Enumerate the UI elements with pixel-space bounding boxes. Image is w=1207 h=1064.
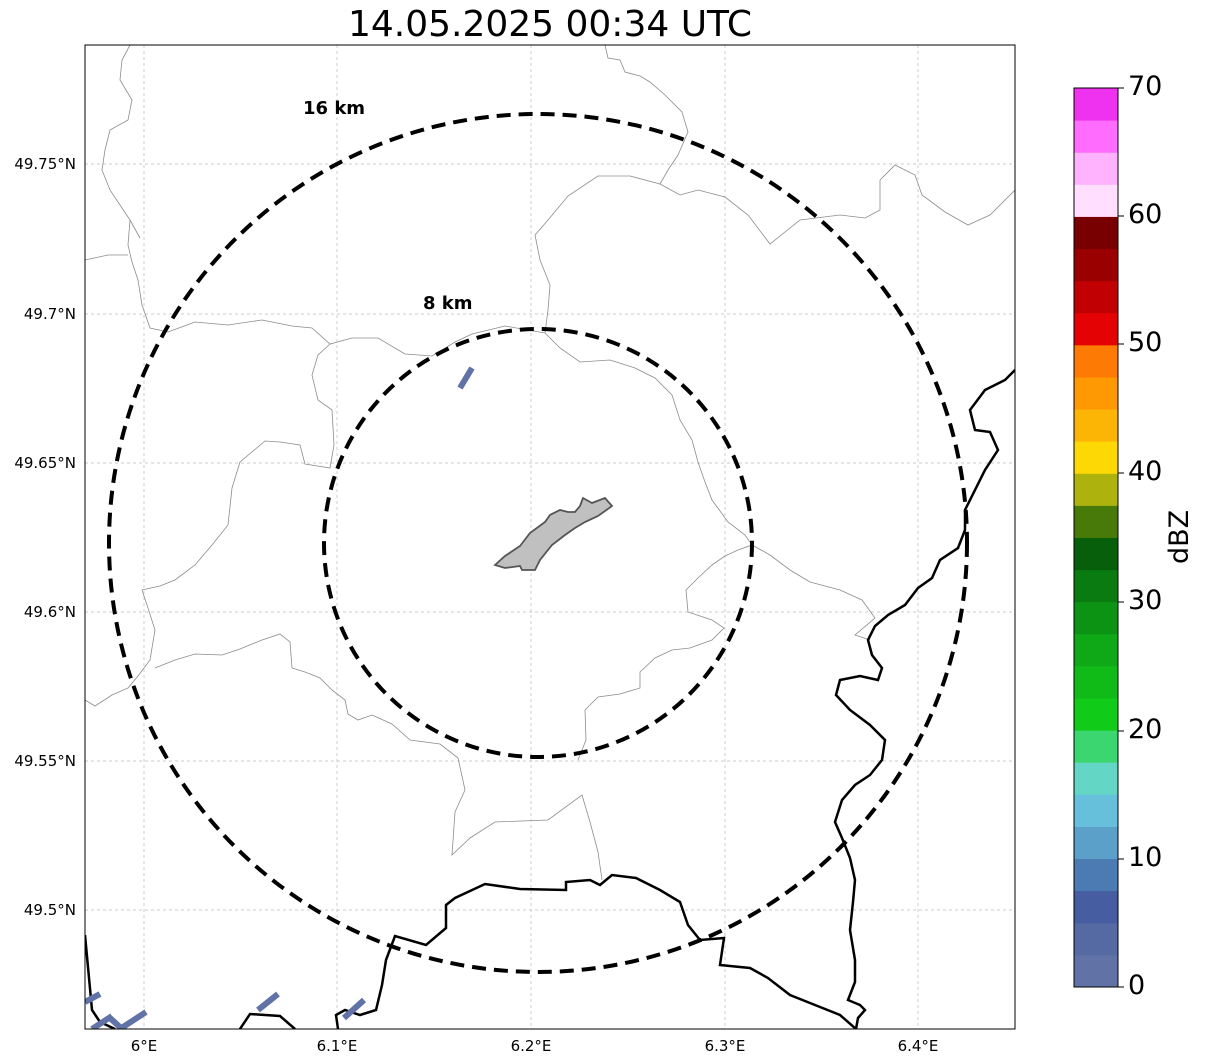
- colorbar-tick-label: 0: [1128, 970, 1146, 1001]
- lon-tick-label: 6.3°E: [704, 1037, 746, 1055]
- colorbar-segment: [1074, 633, 1118, 667]
- lat-tick-label: 49.7°N: [23, 305, 76, 323]
- range-ring-16km-label: 16 km: [303, 98, 366, 119]
- colorbar-segment: [1074, 890, 1118, 924]
- colorbar-tick-label: 60: [1128, 199, 1163, 230]
- colorbar-segment: [1074, 312, 1118, 346]
- colorbar-segment: [1074, 954, 1118, 988]
- colorbar-segment: [1074, 569, 1118, 603]
- echo-speckles: [85, 366, 475, 1029]
- colorbar-segment: [1074, 826, 1118, 860]
- colorbar-tick-label: 70: [1128, 71, 1163, 102]
- gridlines: [85, 45, 1015, 1029]
- colorbar-segment: [1074, 88, 1118, 121]
- colorbar-segment: [1074, 120, 1118, 153]
- colorbar-segment: [1074, 922, 1118, 956]
- colorbar-tick-label: 30: [1128, 585, 1163, 616]
- map-title: 14.05.2025 00:34 UTC: [347, 4, 753, 45]
- range-ring-8km-label: 8 km: [423, 293, 473, 314]
- lat-tick-label: 49.75°N: [14, 155, 76, 173]
- colorbar-segment: [1074, 665, 1118, 699]
- city-area: [493, 496, 614, 571]
- colorbar-segment: [1074, 216, 1118, 250]
- colorbar-segment: [1074, 698, 1118, 731]
- colorbar-segment: [1074, 409, 1118, 442]
- colorbar-segment: [1074, 184, 1118, 217]
- colorbar-tick-label: 40: [1128, 456, 1163, 487]
- map-frame: [84, 44, 1016, 1030]
- colorbar-segment: [1074, 344, 1118, 378]
- lat-tick-label: 49.55°N: [14, 752, 76, 770]
- colorbar-segment: [1074, 794, 1118, 827]
- colorbar-segment: [1074, 505, 1118, 538]
- lon-tick-label: 6.1°E: [316, 1037, 358, 1055]
- colorbar-frame: [1073, 87, 1119, 988]
- colorbar-tick-label: 20: [1128, 714, 1163, 745]
- range-ring-16km: [107, 112, 969, 974]
- colorbar-segment: [1074, 762, 1118, 795]
- municipal-boundaries: [85, 45, 1015, 881]
- colorbar-segment: [1074, 858, 1118, 892]
- lon-tick-label: 6.2°E: [510, 1037, 552, 1055]
- lon-tick-label: 6°E: [130, 1037, 158, 1055]
- colorbar-tick-label: 10: [1128, 842, 1163, 873]
- colorbar: [1074, 88, 1118, 988]
- colorbar-segment: [1074, 441, 1118, 474]
- lon-tick-label: 6.4°E: [897, 1037, 939, 1055]
- colorbar-segment: [1074, 601, 1118, 635]
- range-ring-8km: [322, 327, 754, 759]
- range-rings: [107, 112, 969, 974]
- colorbar-segment: [1074, 537, 1118, 571]
- lat-tick-label: 49.5°N: [23, 901, 76, 919]
- colorbar-segment: [1074, 248, 1118, 282]
- colorbar-segment: [1074, 280, 1118, 314]
- colorbar-segment: [1074, 376, 1118, 410]
- country-border: [85, 369, 1015, 1029]
- colorbar-ticks: [1118, 87, 1124, 988]
- colorbar-tick-label: 50: [1128, 327, 1163, 358]
- lat-tick-label: 49.65°N: [14, 454, 76, 472]
- lat-tick-label: 49.6°N: [23, 603, 76, 621]
- colorbar-segment: [1074, 473, 1118, 506]
- colorbar-segment: [1074, 152, 1118, 185]
- colorbar-segment: [1074, 730, 1118, 763]
- colorbar-title: dBZ: [1164, 509, 1195, 564]
